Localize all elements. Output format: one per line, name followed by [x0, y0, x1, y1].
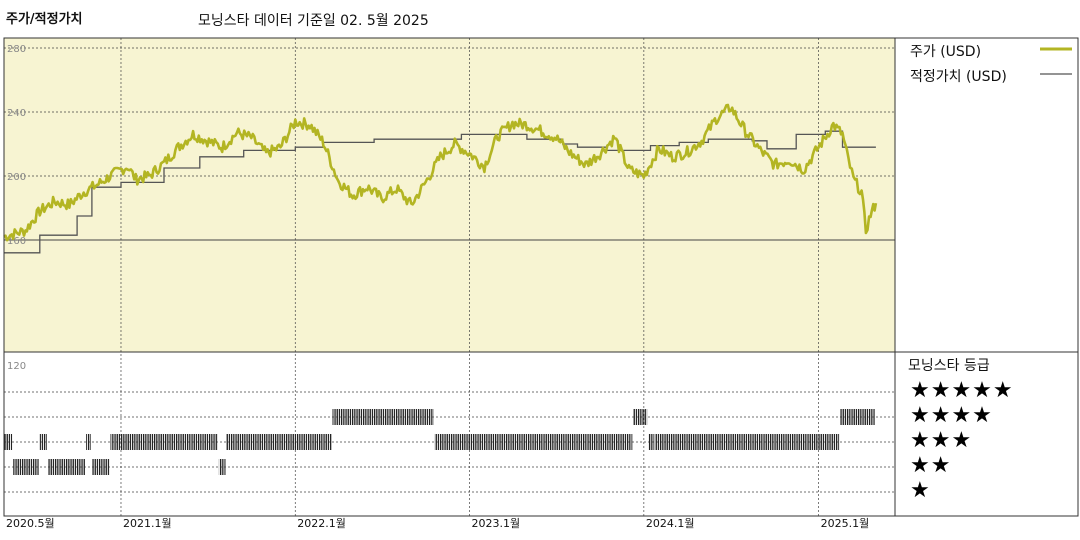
rating-bar	[39, 434, 47, 450]
legend-rating-title: 모닝스타 등급	[908, 358, 990, 374]
legend-1-star: ★	[910, 478, 931, 503]
x-tick-labels: 2020.5월 2021.1월 2022.1월 2023.1월 2024.1월 2025.…	[6, 517, 869, 530]
outer-border	[3, 37, 1079, 517]
x-tick-label: 2023.1월	[472, 517, 521, 530]
rating-bar	[840, 409, 875, 425]
rating-bar	[648, 434, 655, 450]
y-tick-label: 120	[7, 361, 26, 372]
y-tick-label: 200	[7, 172, 26, 183]
legend-4-stars: ★★★★	[910, 403, 993, 428]
rating-bar	[226, 434, 332, 450]
rating-bar	[434, 434, 633, 450]
x-tick-label: 2022.1월	[297, 517, 346, 530]
rating-bar	[633, 409, 648, 425]
x-tick-label: 2021.1월	[123, 517, 172, 530]
legend-fair-value-label: 적정가치 (USD)	[910, 69, 1007, 85]
rating-bar	[332, 409, 434, 425]
rating-bar	[13, 459, 39, 475]
legend-3-stars: ★★★	[910, 428, 973, 453]
rating-bars	[4, 409, 875, 475]
upper-plot-background	[4, 38, 895, 352]
legend-2-stars: ★★	[910, 453, 952, 478]
rating-bar	[655, 434, 840, 450]
x-tick-label: 2024.1월	[646, 517, 695, 530]
rating-bar	[218, 459, 226, 475]
legend-price-label: 주가 (USD)	[910, 44, 982, 60]
rating-bar	[47, 459, 86, 475]
price-line	[3, 103, 878, 242]
chart-frame	[3, 37, 1079, 517]
rating-bar	[110, 434, 218, 450]
y-tick-label: 280	[7, 44, 26, 55]
data-date-subtitle: 모닝스타 데이터 기준일 02. 5월 2025	[198, 13, 429, 29]
rating-bar	[86, 434, 91, 450]
y-tick-label: 160	[7, 236, 26, 247]
rating-bar	[91, 459, 110, 475]
y-tick-labels: 280 240 200 160 120	[7, 44, 26, 372]
y-tick-label: 240	[7, 108, 26, 119]
fair-value-line	[4, 130, 876, 254]
chart-title: 주가/적정가치	[6, 12, 83, 27]
legend-swatches	[1040, 47, 1072, 75]
x-tick-label: 2020.5월	[6, 517, 55, 530]
rating-bar	[4, 434, 13, 450]
legend-5-stars: ★★★★★	[910, 378, 1014, 403]
x-tick-label: 2025.1월	[821, 517, 870, 530]
